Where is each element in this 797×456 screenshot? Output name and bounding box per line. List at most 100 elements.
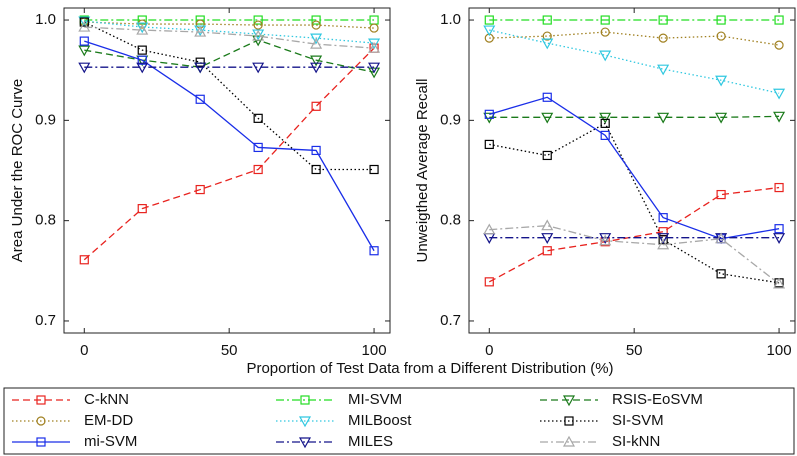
marker	[195, 184, 205, 195]
marker	[78, 62, 91, 74]
marker	[599, 233, 612, 244]
marker	[195, 57, 205, 67]
marker	[368, 67, 381, 79]
series-line	[489, 31, 780, 46]
marker	[600, 27, 610, 37]
marker	[657, 238, 670, 250]
plot-frame	[468, 7, 796, 334]
marker	[310, 55, 323, 67]
marker	[311, 15, 321, 25]
marker	[78, 45, 91, 57]
marker	[194, 25, 207, 37]
x-axis-label: Proportion of Test Data from a Different…	[246, 360, 613, 377]
marker	[600, 15, 610, 25]
marker	[369, 23, 379, 33]
y-tick-label: 0.9	[35, 111, 56, 128]
marker	[137, 55, 147, 65]
marker	[716, 269, 726, 279]
marker	[36, 437, 46, 447]
marker	[253, 15, 263, 25]
marker	[78, 16, 91, 28]
marker	[300, 395, 310, 405]
series-line	[489, 96, 780, 240]
marker	[773, 233, 786, 244]
legend-label: SI-kNN	[612, 433, 660, 450]
legend-label: MILES	[348, 433, 393, 450]
legend-label: mi-SVM	[84, 433, 137, 450]
marker	[253, 164, 263, 175]
marker	[252, 29, 265, 41]
marker	[79, 36, 89, 46]
legend-label: C-kNN	[84, 391, 129, 408]
y-tick-label: 0.7	[440, 312, 461, 329]
marker	[483, 223, 496, 235]
y-tick-label: 0.7	[35, 312, 56, 329]
marker	[657, 64, 670, 76]
y-tick-label: 0.8	[440, 212, 461, 229]
marker	[137, 45, 147, 55]
series-line	[84, 21, 375, 29]
marker	[253, 20, 263, 30]
series-line	[489, 225, 780, 285]
marker	[657, 112, 670, 124]
marker	[484, 139, 494, 150]
marker	[657, 233, 670, 244]
marker	[298, 437, 312, 449]
marker	[311, 164, 321, 175]
marker	[600, 130, 610, 140]
marker	[310, 62, 323, 74]
marker	[542, 92, 552, 102]
marker	[311, 145, 321, 156]
marker	[542, 15, 552, 25]
x-tick-label: 50	[221, 342, 238, 359]
marker	[310, 33, 323, 45]
marker	[542, 246, 552, 256]
legend-label: EM-DD	[84, 412, 133, 429]
marker	[564, 416, 574, 426]
legend-label: MI-SVM	[348, 391, 402, 408]
y-axis-label: Unweigthed Average Recall	[414, 78, 431, 262]
marker	[599, 112, 612, 124]
marker	[36, 416, 46, 426]
marker	[368, 62, 381, 74]
x-tick-label: 100	[767, 342, 792, 359]
marker	[716, 15, 726, 25]
marker	[368, 41, 381, 53]
legend-label: RSIS-EoSVM	[612, 391, 703, 408]
marker	[79, 17, 89, 27]
x-tick-label: 0	[485, 342, 493, 359]
series-line	[488, 186, 780, 283]
marker	[194, 62, 207, 74]
marker	[774, 182, 784, 193]
marker	[368, 38, 381, 50]
series-line	[489, 115, 780, 118]
marker	[658, 33, 668, 43]
marker	[79, 255, 89, 265]
marker	[541, 112, 554, 124]
marker	[311, 101, 321, 111]
marker	[599, 50, 612, 62]
marker	[484, 109, 494, 119]
marker	[541, 233, 554, 244]
series-line	[84, 21, 375, 171]
series-line	[84, 20, 375, 44]
plot-frame	[63, 7, 391, 334]
y-tick-label: 0.8	[35, 212, 56, 229]
y-tick-label: 1.0	[440, 11, 461, 28]
marker	[542, 31, 552, 41]
marker	[484, 277, 494, 287]
marker	[562, 435, 576, 447]
marker	[562, 395, 576, 407]
marker	[715, 75, 728, 87]
x-tick-label: 50	[626, 342, 643, 359]
marker	[253, 142, 263, 153]
marker	[600, 118, 610, 128]
marker	[136, 62, 149, 74]
marker	[298, 416, 312, 428]
series-line	[84, 39, 375, 73]
x-tick-label: 100	[362, 342, 387, 359]
marker	[369, 246, 379, 256]
legend-label: SI-SVM	[612, 412, 664, 429]
marker	[137, 204, 147, 214]
